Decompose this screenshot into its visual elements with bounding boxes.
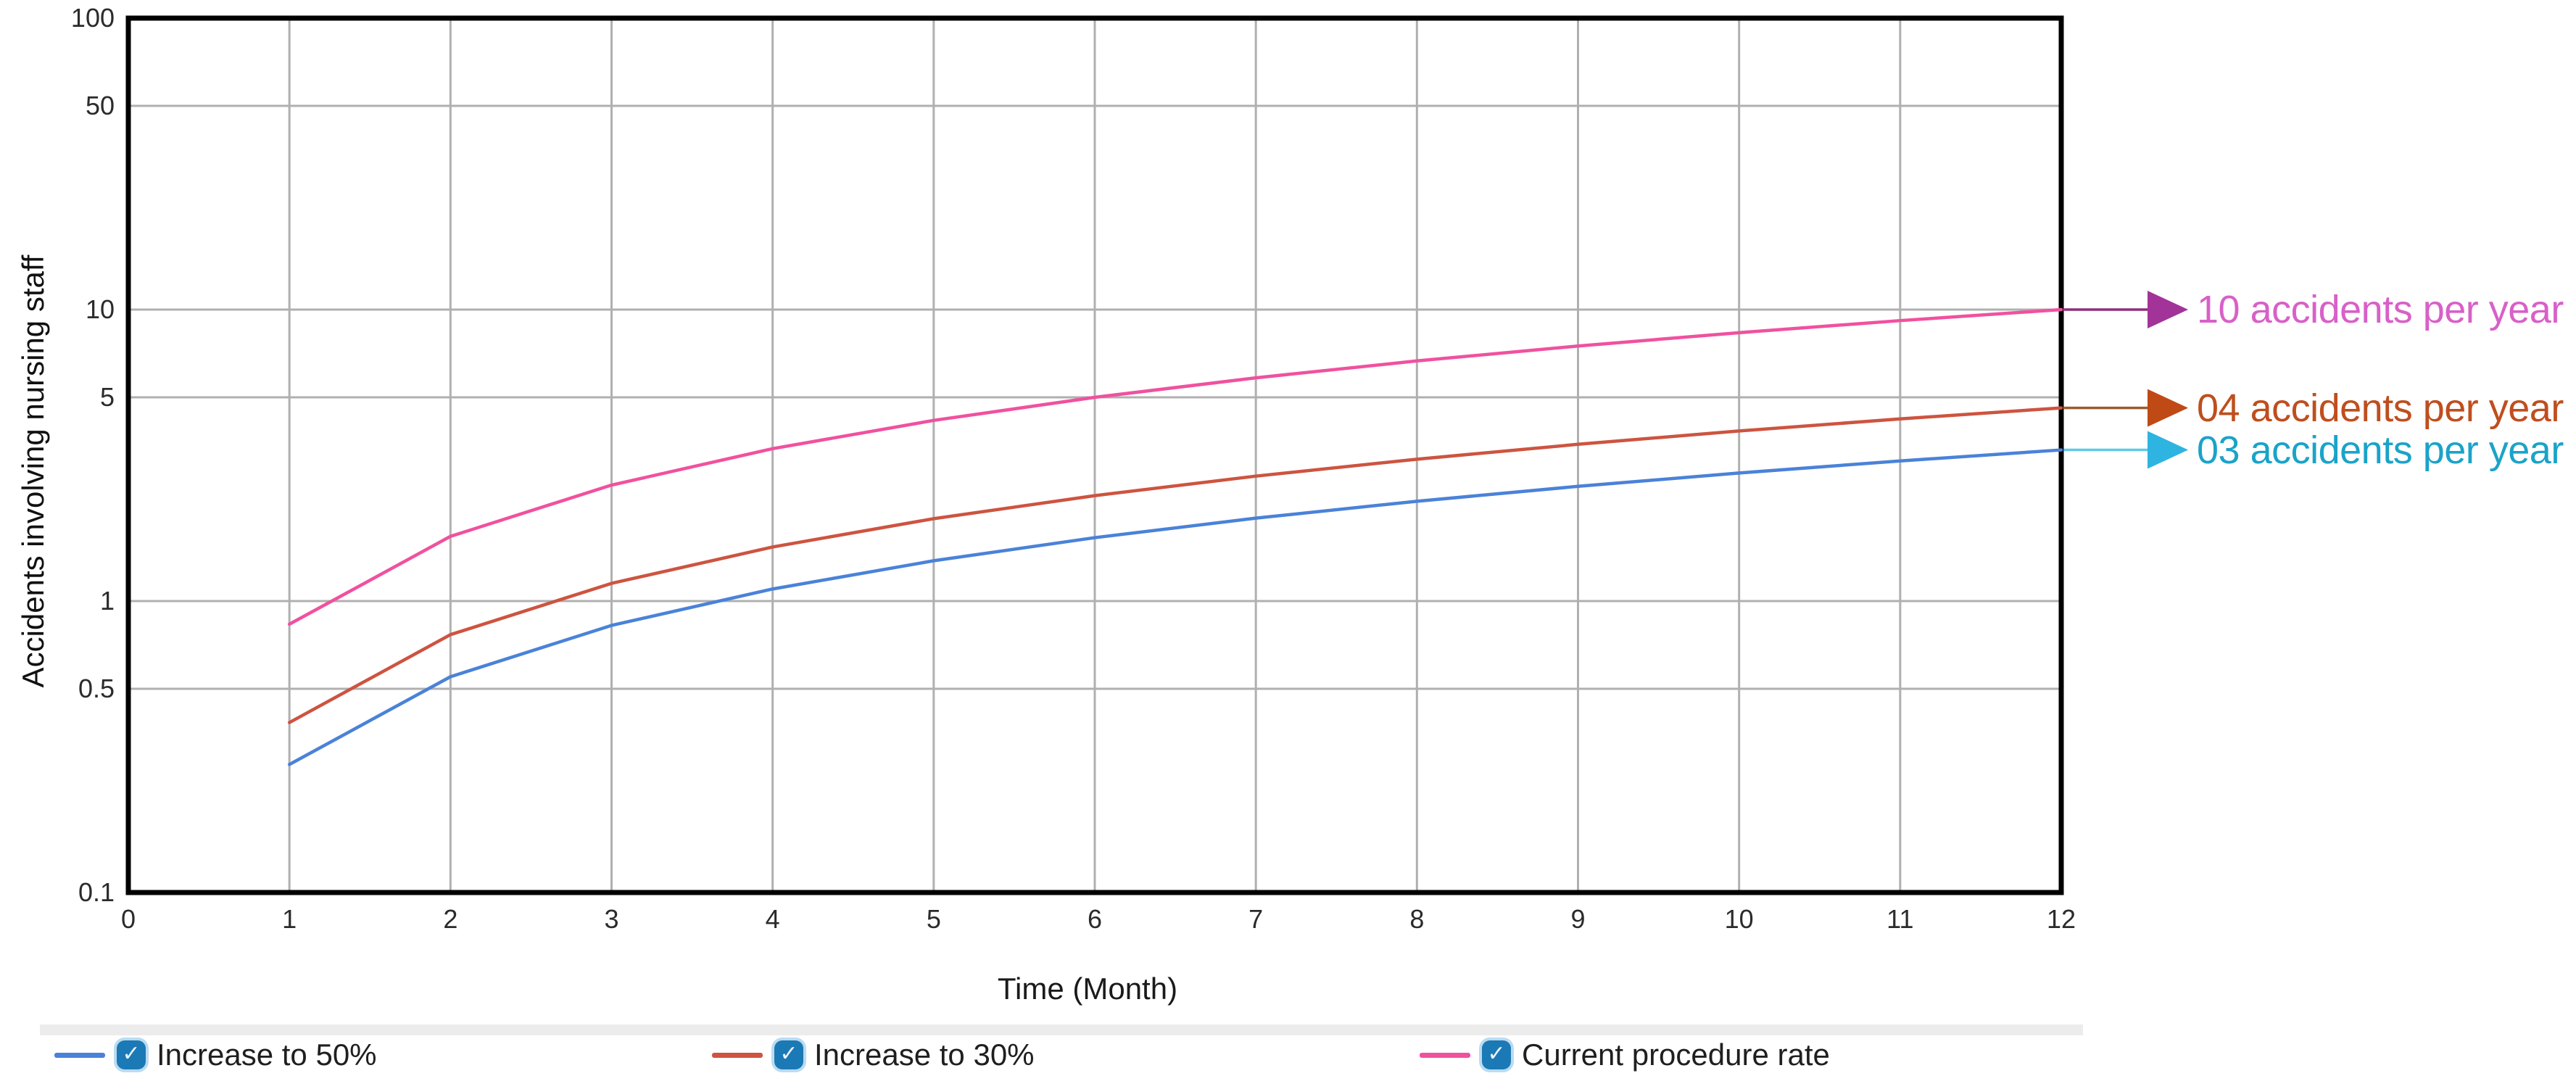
checkmark-icon: ✓ [1487, 1042, 1506, 1066]
y-axis-tick-label: 50 [85, 91, 115, 120]
annotation-arrow-icon [2148, 291, 2188, 328]
annotation-label: 03 accidents per year [2197, 428, 2564, 472]
legend-checkbox[interactable]: ✓ [117, 1040, 146, 1069]
legend-checkbox[interactable]: ✓ [1482, 1040, 1511, 1069]
x-axis-tick-label: 4 [765, 904, 780, 934]
annotation-arrow-icon [2148, 389, 2188, 427]
legend-item-label: Increase to 50% [157, 1038, 377, 1072]
x-axis-tick-label: 12 [2046, 904, 2076, 934]
legend-divider [40, 1024, 2083, 1035]
legend-item-increase-30: ✓ Increase to 30% [712, 1036, 1035, 1074]
legend-line-swatch [54, 1052, 105, 1058]
checkmark-icon: ✓ [779, 1042, 798, 1066]
legend-checkbox[interactable]: ✓ [774, 1040, 803, 1069]
x-axis-title: Time (Month) [997, 972, 1178, 1006]
legend-line-swatch [1420, 1052, 1470, 1058]
y-axis-tick-label: 1 [99, 586, 115, 616]
x-axis-tick-label: 7 [1248, 904, 1264, 934]
legend-item-increase-50: ✓ Increase to 50% [54, 1036, 377, 1074]
x-axis-tick-label: 5 [926, 904, 941, 934]
x-axis-tick-label: 2 [443, 904, 458, 934]
y-axis-tick-label: 0.5 [78, 674, 115, 703]
x-axis-tick-label: 8 [1409, 904, 1425, 934]
legend-line-swatch [712, 1052, 763, 1058]
x-axis-tick-label: 1 [282, 904, 297, 934]
legend-item-label: Current procedure rate [1522, 1038, 1830, 1072]
x-axis-tick-label: 9 [1570, 904, 1586, 934]
annotation-label: 10 accidents per year [2197, 288, 2564, 331]
x-axis-tick-label: 0 [120, 904, 136, 934]
legend-item-current-rate: ✓ Current procedure rate [1420, 1036, 1830, 1074]
y-axis-tick-label: 5 [99, 382, 115, 412]
checkmark-icon: ✓ [122, 1042, 141, 1066]
x-axis-tick-label: 11 [1887, 904, 1914, 934]
x-axis-tick-label: 10 [1724, 904, 1754, 934]
x-axis-tick-label: 3 [604, 904, 619, 934]
x-axis-tick-label: 6 [1087, 904, 1103, 934]
annotation-label: 04 accidents per year [2197, 386, 2564, 430]
legend-item-label: Increase to 30% [814, 1038, 1035, 1072]
y-axis-tick-label: 10 [85, 294, 115, 324]
y-axis-tick-label: 0.1 [78, 877, 115, 907]
y-axis-tick-label: 100 [70, 3, 115, 33]
annotation-arrow-icon [2148, 431, 2188, 469]
